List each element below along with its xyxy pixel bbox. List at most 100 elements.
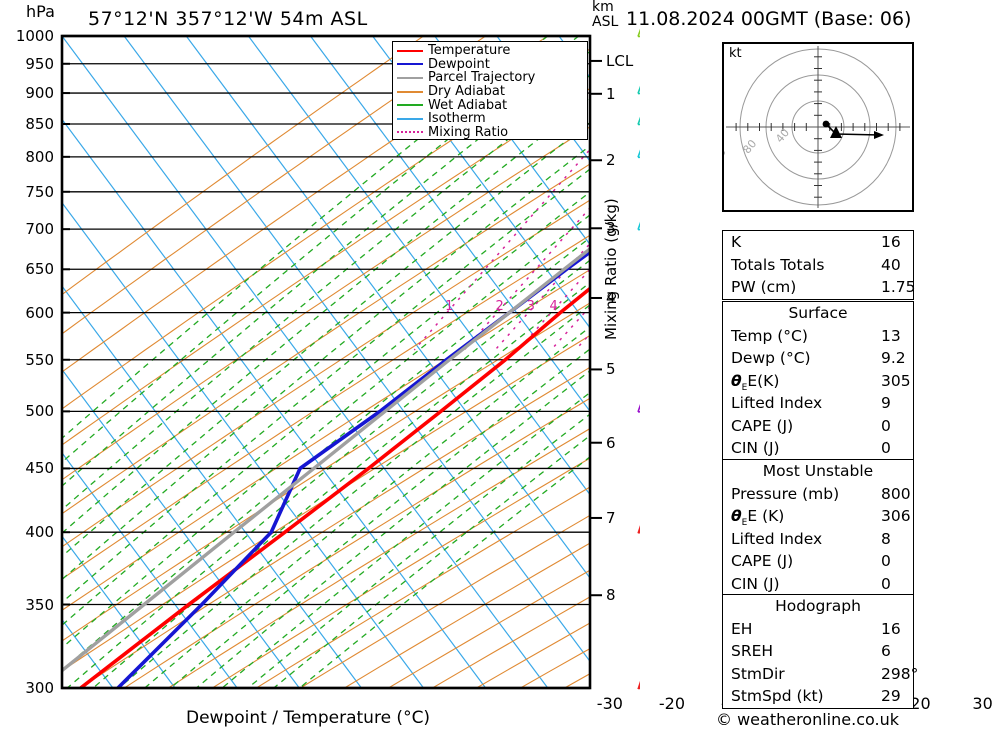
height-unit-label: km ASL: [592, 0, 618, 30]
wind-barb: [637, 116, 640, 126]
legend-swatch: [397, 76, 423, 79]
panel-row-value: 0: [881, 439, 891, 457]
panel-row-value: 0: [881, 574, 891, 593]
wind-barb: [637, 221, 640, 231]
pressure-tick: 300: [25, 679, 54, 697]
panel-row: Lifted Index 9: [723, 392, 913, 415]
skewt-chart: hPa 57°12'N 357°12'W 54m ASL km ASL Mixi…: [16, 0, 993, 728]
panel-row: StmDir 298°: [723, 663, 918, 686]
page-title: 57°12'N 357°12'W 54m ASL: [88, 8, 368, 30]
panel-row: Totals Totals 40: [723, 254, 913, 277]
legend-swatch: [397, 131, 423, 134]
panel-row: K 16: [723, 231, 913, 254]
panel-row-label: K: [731, 233, 742, 251]
panel-row-label: CAPE (J): [731, 552, 794, 570]
panel-title: Hodograph: [775, 597, 861, 615]
legend-swatch: [397, 49, 423, 52]
panel-row: StmSpd (kt) 29: [723, 685, 913, 708]
pressure-tick: 750: [25, 182, 54, 201]
panel-row-label: SREH: [731, 642, 774, 660]
wind-barb: [637, 28, 640, 38]
legend-swatch: [397, 104, 423, 107]
panel-row-label: StmSpd (kt): [731, 687, 824, 705]
height-tick: 7: [606, 508, 616, 527]
panel-row-label: CIN (J): [731, 439, 780, 457]
panel-row-value: 298°: [881, 664, 919, 683]
panel-row-label: Totals Totals: [731, 255, 825, 274]
panel-row: θEE(K) 305: [723, 370, 913, 393]
panel-row: PW (cm) 1.75: [723, 276, 916, 299]
height-tick: 4: [606, 288, 616, 307]
lcl-label: LCL: [606, 51, 634, 70]
legend-item: Parcel Trajectory: [397, 71, 583, 85]
legend-swatch: [397, 117, 423, 120]
pressure-unit-label: hPa: [26, 2, 55, 21]
legend-label: Parcel Trajectory: [428, 70, 536, 86]
panel-row-value: 16: [881, 233, 901, 251]
hodograph-plot: 40 80 120: [724, 46, 910, 208]
legend-item: Isotherm: [397, 112, 583, 126]
panel-row: CAPE (J) 0: [723, 415, 913, 438]
panel-row-label: θEE (K): [731, 507, 785, 529]
pressure-tick: 550: [25, 350, 54, 369]
panel-row: CAPE (J) 0: [723, 550, 913, 573]
wind-barb: [637, 403, 640, 413]
panel-row: Temp (°C) 13: [723, 325, 913, 348]
hodograph-ring-label: 120: [724, 145, 729, 169]
panel-row-value: 9: [881, 394, 891, 412]
legend-item: Temperature: [397, 44, 583, 58]
legend-item: Wet Adiabat: [397, 98, 583, 112]
panel-row-value: 40: [881, 255, 901, 274]
pressure-tick: 950: [25, 54, 54, 73]
panel-row: Lifted Index 8: [723, 528, 913, 551]
panel-row-value: 9.2: [881, 349, 906, 367]
legend-swatch: [397, 90, 423, 93]
copyright-notice: © weatheronline.co.uk: [716, 710, 899, 729]
temperature-tick: -30: [596, 694, 623, 713]
pressure-tick: 400: [25, 523, 54, 542]
hodograph-ring-label: 40: [773, 126, 792, 145]
panel-row-label: EH: [731, 619, 753, 638]
panel-row-value: 29: [881, 687, 901, 705]
panel-title: Most Unstable: [762, 462, 874, 480]
pressure-tick: 800: [25, 147, 54, 166]
panel-row: Dewp (°C) 9.2: [723, 347, 913, 370]
panel-row-label: Lifted Index: [731, 394, 823, 412]
height-tick: 2: [606, 151, 616, 170]
panel-row-value: 305: [881, 371, 911, 390]
pressure-tick: 650: [25, 260, 54, 279]
panel-row-label: Temp (°C): [731, 326, 808, 345]
panel-row-label: Lifted Index: [731, 529, 823, 548]
height-tick: 5: [606, 360, 616, 379]
height-unit-line1: km: [592, 0, 614, 15]
height-tick: 6: [606, 433, 616, 452]
panel-row-label: CIN (J): [731, 574, 780, 593]
height-tick: 1: [606, 84, 616, 103]
pressure-tick: 450: [25, 459, 54, 478]
series-dewpoint: [116, 249, 590, 688]
legend-swatch: [397, 63, 423, 66]
temperature-tick: 20: [910, 694, 931, 713]
most-unstable-panel: Most Unstable Pressure (mb) 800 θEE (K) 306 L…: [722, 459, 914, 596]
panel-row-value: 0: [881, 416, 891, 435]
wind-barb: [637, 525, 640, 534]
pressure-tick: 700: [25, 220, 54, 239]
legend-label: Dry Adiabat: [428, 84, 505, 100]
temperature-tick: -20: [658, 694, 686, 713]
panel-row-value: 306: [881, 507, 911, 525]
wind-barb: [637, 680, 640, 690]
height-unit-line2: ASL: [592, 14, 619, 30]
mixing-ratio-label: 2: [495, 299, 503, 314]
surface-panel: Surface Temp (°C) 13 Dewp (°C) 9.2 θEE(K) 305 L…: [722, 301, 914, 461]
legend-label: Dewpoint: [428, 56, 490, 72]
panel-row: CIN (J) 0: [723, 437, 913, 460]
hodograph[interactable]: kt 40 80 120: [722, 42, 914, 212]
panel-row-label: Pressure (mb): [731, 484, 840, 503]
mixing-ratio-label: 1: [445, 299, 453, 314]
panel-row-label: CAPE (J): [731, 416, 794, 435]
panel-title: Surface: [788, 304, 848, 322]
hodograph-stats-panel: Hodograph EH 16 SREH 6 StmDir 298° StmSpd (kt) 2…: [722, 594, 918, 709]
legend-item: Dry Adiabat: [397, 85, 583, 99]
